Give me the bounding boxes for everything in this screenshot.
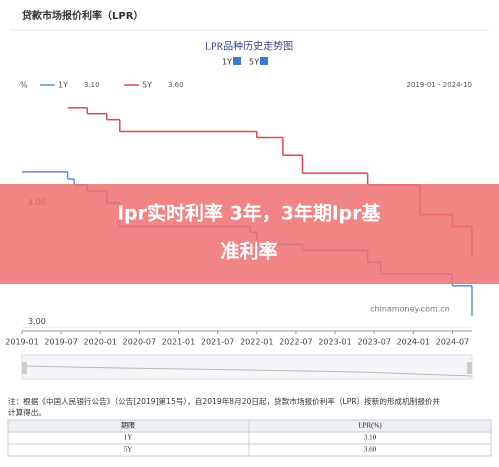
x-tick-label: 2023-07 bbox=[357, 338, 390, 347]
x-tick-label: 2022-01 bbox=[240, 338, 273, 347]
table-cell: LPR(%) bbox=[358, 422, 382, 430]
note: 计算得出。 bbox=[8, 407, 46, 417]
x-tick-label: 2021-01 bbox=[162, 338, 195, 347]
checkbox[interactable] bbox=[233, 57, 241, 65]
y-tick-label: 3.00 bbox=[28, 317, 46, 326]
banner-text: lpr实时利率 3年，3年期lpr基 bbox=[117, 202, 381, 225]
table-cell: 3.60 bbox=[364, 446, 377, 454]
chart-title: LPR品种历史走势图 bbox=[205, 39, 293, 52]
checkbox[interactable] bbox=[260, 57, 268, 65]
toggle-label[interactable]: 5Y bbox=[249, 58, 259, 67]
x-tick-label: 2024-01 bbox=[397, 338, 430, 347]
unit-label: % bbox=[20, 81, 28, 90]
x-tick-label: 2024-07 bbox=[436, 338, 469, 347]
x-tick-label: 2019-01 bbox=[5, 338, 38, 347]
x-tick-label: 2019-07 bbox=[44, 338, 77, 347]
watermark: chinamoney.com.cn bbox=[370, 305, 450, 314]
x-tick-label: 2020-01 bbox=[84, 338, 117, 347]
table-cell: 5Y bbox=[124, 446, 133, 454]
table-cell: 3.10 bbox=[364, 434, 377, 442]
legend-value: 3.10 bbox=[84, 81, 100, 89]
page-title: 贷款市场报价利率（LPR） bbox=[21, 9, 143, 22]
table-cell: 1Y bbox=[124, 434, 133, 442]
range-slider[interactable] bbox=[21, 354, 473, 380]
toggle-label[interactable]: 1Y bbox=[222, 58, 232, 67]
slider-handle[interactable] bbox=[22, 362, 27, 374]
x-tick-label: 2022-07 bbox=[279, 338, 312, 347]
date-range: 2019-01 - 2024-10 bbox=[407, 81, 472, 89]
legend-value: 3.60 bbox=[168, 81, 184, 89]
banner-text: 准利率 bbox=[220, 240, 277, 263]
x-tick-label: 2021-07 bbox=[201, 338, 234, 347]
banner bbox=[0, 184, 499, 284]
legend-label: 1Y bbox=[58, 81, 68, 90]
x-tick-label: 2023-01 bbox=[318, 338, 351, 347]
x-tick-label: 2020-07 bbox=[123, 338, 156, 347]
legend-label: 5Y bbox=[142, 81, 152, 90]
note: 注：根据《中国人民银行公告》（公告[2019]第15号），自2019年8月20日… bbox=[8, 396, 441, 406]
slider-handle[interactable] bbox=[467, 362, 472, 374]
slider-preview bbox=[21, 365, 473, 377]
table-cell: 期限 bbox=[121, 421, 135, 430]
